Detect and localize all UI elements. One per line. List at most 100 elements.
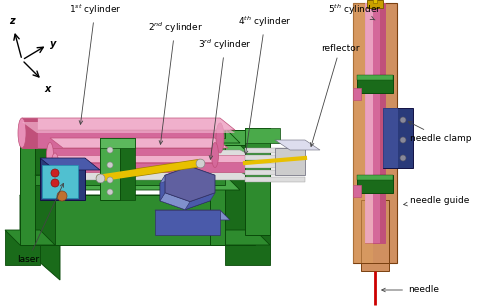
Bar	[361, 200, 373, 263]
Circle shape	[51, 169, 59, 177]
Text: x: x	[44, 84, 50, 94]
Circle shape	[400, 117, 406, 123]
Polygon shape	[5, 230, 55, 245]
Polygon shape	[20, 130, 35, 245]
Bar	[365, 3, 373, 243]
Polygon shape	[35, 175, 240, 190]
Bar	[383, 108, 413, 168]
Polygon shape	[20, 195, 60, 280]
Bar	[357, 75, 393, 80]
Polygon shape	[55, 158, 255, 166]
Circle shape	[51, 179, 59, 187]
Bar	[353, 3, 375, 263]
Point	[196, 161, 204, 166]
Polygon shape	[245, 163, 305, 168]
Circle shape	[107, 162, 113, 168]
Polygon shape	[22, 118, 235, 130]
Polygon shape	[155, 210, 220, 235]
Circle shape	[107, 177, 113, 183]
Polygon shape	[20, 130, 55, 245]
Bar	[367, 0, 383, 8]
Ellipse shape	[52, 153, 59, 173]
Polygon shape	[185, 166, 215, 183]
Polygon shape	[100, 138, 135, 148]
Polygon shape	[35, 175, 225, 185]
Polygon shape	[40, 158, 85, 200]
Text: 5$^{th}$ cylinder: 5$^{th}$ cylinder	[328, 3, 382, 20]
Bar	[383, 108, 398, 168]
Polygon shape	[55, 150, 255, 158]
Polygon shape	[160, 175, 165, 201]
Bar	[357, 175, 393, 193]
Bar	[361, 263, 389, 271]
Polygon shape	[275, 140, 320, 150]
Polygon shape	[5, 230, 40, 265]
Text: needle guide: needle guide	[404, 196, 469, 206]
Polygon shape	[210, 230, 270, 245]
Polygon shape	[55, 165, 255, 173]
Bar	[357, 175, 393, 180]
Polygon shape	[120, 138, 135, 200]
Polygon shape	[160, 166, 190, 183]
Text: 3$^{rd}$ cylinder: 3$^{rd}$ cylinder	[198, 38, 252, 159]
Text: 1$^{st}$ cylinder: 1$^{st}$ cylinder	[68, 3, 122, 124]
Polygon shape	[20, 195, 270, 210]
Polygon shape	[40, 158, 100, 170]
Text: needle clamp: needle clamp	[408, 122, 472, 143]
Polygon shape	[245, 155, 305, 160]
Polygon shape	[165, 166, 215, 202]
Polygon shape	[42, 165, 78, 198]
Circle shape	[107, 147, 113, 153]
Text: y: y	[50, 39, 56, 49]
Circle shape	[57, 191, 67, 201]
Polygon shape	[245, 170, 305, 175]
Polygon shape	[55, 172, 255, 180]
Polygon shape	[210, 130, 245, 245]
Circle shape	[400, 155, 406, 161]
Text: laser: laser	[17, 183, 64, 264]
Text: 4$^{th}$ cylinder: 4$^{th}$ cylinder	[238, 15, 292, 154]
Polygon shape	[245, 177, 305, 182]
Bar	[353, 185, 361, 197]
Polygon shape	[255, 195, 270, 260]
Polygon shape	[50, 145, 255, 160]
Bar	[365, 3, 385, 243]
Polygon shape	[245, 148, 305, 153]
Text: needle: needle	[382, 285, 439, 294]
Polygon shape	[245, 128, 280, 143]
Polygon shape	[22, 130, 220, 148]
Bar	[373, 0, 377, 3]
Text: reflector: reflector	[310, 43, 359, 147]
Polygon shape	[160, 174, 210, 210]
Polygon shape	[210, 175, 215, 201]
Ellipse shape	[212, 143, 218, 167]
Bar	[361, 200, 389, 263]
Point	[96, 176, 104, 181]
Polygon shape	[210, 130, 245, 145]
Polygon shape	[245, 128, 270, 235]
Ellipse shape	[216, 123, 224, 153]
Polygon shape	[275, 148, 305, 175]
Polygon shape	[185, 193, 215, 210]
Circle shape	[400, 137, 406, 143]
Text: 2$^{nd}$ cylinder: 2$^{nd}$ cylinder	[148, 21, 203, 144]
Polygon shape	[35, 128, 225, 138]
Bar	[353, 3, 397, 263]
Polygon shape	[225, 230, 270, 265]
Circle shape	[107, 189, 113, 195]
Polygon shape	[20, 130, 55, 145]
Polygon shape	[55, 160, 270, 172]
Polygon shape	[55, 155, 270, 162]
Ellipse shape	[18, 118, 26, 148]
Polygon shape	[22, 122, 235, 133]
Ellipse shape	[46, 143, 54, 167]
Bar	[353, 88, 361, 100]
Polygon shape	[160, 193, 190, 210]
Polygon shape	[100, 138, 120, 200]
Polygon shape	[22, 118, 37, 148]
Polygon shape	[35, 128, 240, 143]
Polygon shape	[210, 130, 225, 245]
Bar	[357, 75, 393, 93]
Polygon shape	[155, 210, 230, 220]
Polygon shape	[50, 148, 215, 163]
